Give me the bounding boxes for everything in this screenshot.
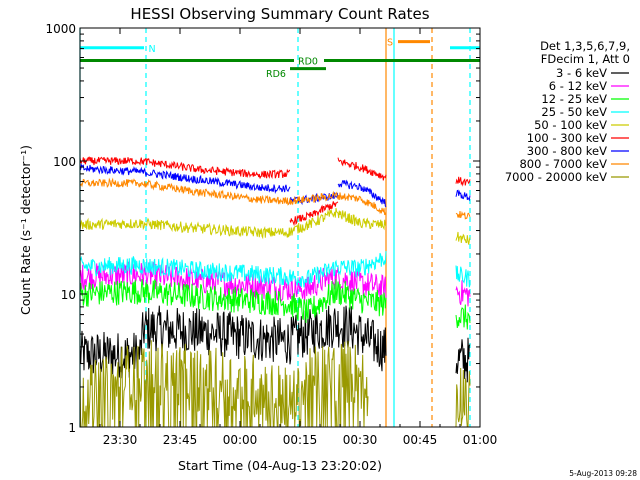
series-line-0-segment-1 (455, 337, 471, 383)
footer-timestamp: 5-Aug-2013 09:28 (569, 469, 637, 478)
x-axis-label: Start Time (04-Aug-13 23:20:02) (178, 458, 382, 473)
x-tick-label-2: 00:00 (223, 433, 258, 447)
status-label-2: RD0 (298, 56, 318, 67)
legend-entry-label-6: 300 - 800 keV (527, 144, 607, 158)
series-line-1-segment-0 (79, 261, 387, 304)
series-line-7-segment-1 (455, 210, 471, 220)
series-line-0-segment-0 (79, 305, 387, 379)
x-tick-label-3: 00:15 (283, 433, 318, 447)
y-tick-label-1: 10 (61, 288, 76, 302)
series-line-6-segment-0 (79, 162, 291, 194)
y-tick-label-3: 1000 (45, 22, 76, 36)
status-label-0: N (148, 44, 155, 55)
legend-entry-label-4: 50 - 100 keV (534, 118, 607, 132)
x-tick-label-5: 00:45 (403, 433, 438, 447)
legend-entry-label-8: 7000 - 20000 keV (505, 170, 607, 184)
series-line-5-segment-3 (455, 176, 471, 187)
series-line-5-segment-0 (79, 156, 291, 180)
x-tick-label-4: 00:30 (343, 433, 378, 447)
series-line-3-segment-0 (79, 251, 387, 288)
status-label-3: RD6 (266, 69, 286, 80)
legend-entry-label-1: 6 - 12 keV (549, 79, 607, 93)
series-line-3-segment-1 (455, 265, 471, 288)
series-line-4-segment-1 (455, 231, 471, 245)
series-line-6-segment-3 (455, 189, 471, 202)
axes-layer: 23:30 23:45 00:00 00:15 00:30 00:45 01:00 1 10 10… (45, 22, 497, 447)
status-label-1: S (387, 38, 393, 49)
legend-entry-label-7: 800 - 7000 keV (519, 157, 607, 171)
x-tick-label-6: 01:00 (463, 433, 498, 447)
legend-entry-label-5: 100 - 300 keV (527, 131, 607, 145)
legend-entry-label-3: 25 - 50 keV (541, 105, 607, 119)
series-line-4-segment-0 (79, 207, 387, 240)
x-tick-label-0: 23:30 (103, 433, 138, 447)
legend-header-1: FDecim 1, Att 0 (541, 52, 630, 66)
legend-entry-label-2: 12 - 25 keV (541, 92, 607, 106)
series-layer (79, 156, 471, 428)
series-line-1-segment-1 (455, 280, 471, 307)
series-line-5-segment-2 (337, 157, 387, 181)
chart-title: HESSI Observing Summary Count Rates (130, 5, 429, 23)
y-axis-label: Count Rate (s⁻¹ detector⁻¹) (18, 145, 33, 315)
series-line-2-segment-0 (79, 278, 387, 324)
series-line-7-segment-0 (79, 177, 387, 216)
legend-entry-label-0: 3 - 6 keV (556, 66, 607, 80)
series-line-2-segment-1 (455, 304, 471, 330)
x-tick-label-1: 23:45 (163, 433, 198, 447)
series-line-6-segment-2 (337, 179, 387, 208)
series-line-5-segment-1 (289, 201, 339, 227)
y-tick-label-0: 1 (68, 421, 76, 435)
legend-header-0: Det 1,3,5,6,7,9, (540, 39, 630, 53)
legend: Det 1,3,5,6,7,9,FDecim 1, Att 03 - 6 keV… (505, 39, 630, 184)
y-tick-label-2: 100 (53, 155, 76, 169)
